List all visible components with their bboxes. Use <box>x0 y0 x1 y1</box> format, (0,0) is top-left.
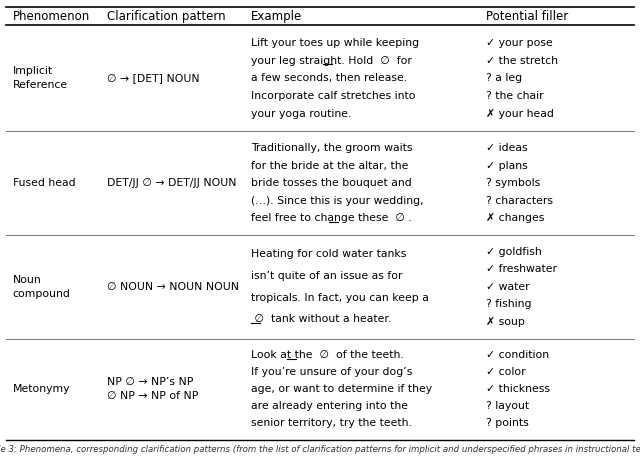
Text: Look at the  ∅  of the teeth.: Look at the ∅ of the teeth. <box>251 350 404 360</box>
Text: Metonymy: Metonymy <box>13 384 70 394</box>
Text: ? points: ? points <box>486 418 529 428</box>
Text: ✓ freshwater: ✓ freshwater <box>486 265 557 274</box>
Text: (…). Since this is your wedding,: (…). Since this is your wedding, <box>251 196 424 205</box>
Text: ✗ soup: ✗ soup <box>486 317 525 327</box>
Text: ✓ the stretch: ✓ the stretch <box>486 55 558 66</box>
Text: Table 3: Phenomena, corresponding clarification patterns (from the list of clari: Table 3: Phenomena, corresponding clarif… <box>0 445 640 454</box>
Text: NP ∅ → NP’s NP
∅ NP → NP of NP: NP ∅ → NP’s NP ∅ NP → NP of NP <box>107 377 198 401</box>
Text: ✓ color: ✓ color <box>486 367 526 377</box>
Text: ✓ water: ✓ water <box>486 282 530 292</box>
Text: tropicals. In fact, you can keep a: tropicals. In fact, you can keep a <box>251 293 429 303</box>
Text: for the bride at the altar, the: for the bride at the altar, the <box>251 161 408 171</box>
Text: Example: Example <box>251 10 302 23</box>
Text: Heating for cold water tanks: Heating for cold water tanks <box>251 249 406 259</box>
Text: a few seconds, then release.: a few seconds, then release. <box>251 73 407 83</box>
Text: Lift your toes up while keeping: Lift your toes up while keeping <box>251 38 419 48</box>
Text: ? the chair: ? the chair <box>486 91 544 101</box>
Text: Phenomenon: Phenomenon <box>13 10 90 23</box>
Text: DET/JJ ∅ → DET/JJ NOUN: DET/JJ ∅ → DET/JJ NOUN <box>107 178 236 188</box>
Text: ∅ → [DET] NOUN: ∅ → [DET] NOUN <box>107 73 200 83</box>
Text: ✓ condition: ✓ condition <box>486 350 549 360</box>
Text: ? symbols: ? symbols <box>486 178 540 188</box>
Text: ∅ NOUN → NOUN NOUN: ∅ NOUN → NOUN NOUN <box>107 282 239 292</box>
Text: Noun
compound: Noun compound <box>13 275 70 299</box>
Text: ∅  tank without a heater.: ∅ tank without a heater. <box>251 314 391 324</box>
Text: age, or want to determine if they: age, or want to determine if they <box>251 384 432 394</box>
Text: Traditionally, the groom waits: Traditionally, the groom waits <box>251 143 413 153</box>
Text: ✓ goldfish: ✓ goldfish <box>486 247 542 257</box>
Text: ? layout: ? layout <box>486 401 529 411</box>
Text: ? fishing: ? fishing <box>486 299 532 309</box>
Text: Implicit
Reference: Implicit Reference <box>13 66 68 90</box>
Text: ✓ plans: ✓ plans <box>486 161 528 171</box>
Text: ? characters: ? characters <box>486 196 553 205</box>
Text: feel free to change these  ∅ .: feel free to change these ∅ . <box>251 213 412 223</box>
Text: If you’re unsure of your dog’s: If you’re unsure of your dog’s <box>251 367 412 377</box>
Text: ✓ ideas: ✓ ideas <box>486 143 528 153</box>
Text: ✗ changes: ✗ changes <box>486 213 545 223</box>
Text: isn’t quite of an issue as for: isn’t quite of an issue as for <box>251 271 403 281</box>
Text: ✗ your head: ✗ your head <box>486 109 554 119</box>
Text: Fused head: Fused head <box>13 178 76 188</box>
Text: Potential filler: Potential filler <box>486 10 568 23</box>
Text: your yoga routine.: your yoga routine. <box>251 109 351 119</box>
Text: senior territory, try the teeth.: senior territory, try the teeth. <box>251 418 412 428</box>
Text: Clarification pattern: Clarification pattern <box>107 10 225 23</box>
Text: your leg straight. Hold  ∅  for: your leg straight. Hold ∅ for <box>251 55 412 66</box>
Text: Incorporate calf stretches into: Incorporate calf stretches into <box>251 91 415 101</box>
Text: ✓ thickness: ✓ thickness <box>486 384 550 394</box>
Text: bride tosses the bouquet and: bride tosses the bouquet and <box>251 178 412 188</box>
Text: ? a leg: ? a leg <box>486 73 522 83</box>
Text: ✓ your pose: ✓ your pose <box>486 38 553 48</box>
Text: are already entering into the: are already entering into the <box>251 401 408 411</box>
